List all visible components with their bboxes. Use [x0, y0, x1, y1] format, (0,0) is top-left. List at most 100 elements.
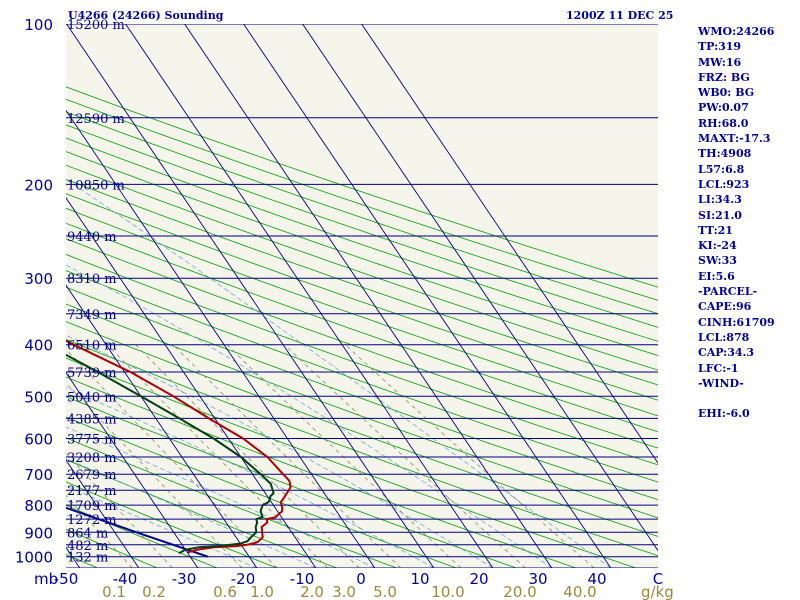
- temperature-unit-label: C: [653, 570, 663, 588]
- temperature-tick-label: -30: [172, 570, 197, 588]
- dry-adiabat: [66, 207, 658, 417]
- mixing-ratio-tick-label: 0.2: [142, 583, 166, 600]
- height-level-label: 3775 m: [67, 433, 117, 448]
- sounding-index-line: LFC:-1: [698, 361, 739, 375]
- temperature-tick-label: 40: [587, 570, 606, 588]
- mixing-ratio-line: [345, 344, 595, 568]
- sounding-index-line: CINH:61709: [698, 315, 775, 329]
- isotherm-line: [66, 459, 140, 568]
- dry-adiabat: [66, 238, 658, 449]
- sounding-index-line: SI:21.0: [698, 208, 742, 222]
- temperature-tick-label: 20: [469, 570, 488, 588]
- sounding-index-line: PW:0.07: [698, 101, 749, 115]
- dry-adiabat: [66, 253, 658, 466]
- height-level-label: 4385 m: [67, 412, 117, 427]
- sounding-index-line: -WIND-: [698, 376, 744, 390]
- dry-adiabat: [66, 193, 658, 401]
- sounding-index-line: WB0: BG: [698, 86, 755, 100]
- isotherm-line: [66, 24, 435, 568]
- height-level-label: 482 m: [67, 539, 108, 554]
- dry-adiabat: [66, 286, 658, 501]
- isotherm-line: [66, 197, 317, 568]
- dewpoint-line: [66, 353, 275, 555]
- sounding-index-line: CAP:34.3: [698, 346, 755, 360]
- sounding-index-line: MAXT:-17.3: [698, 132, 771, 146]
- mixing-ratio-line: [135, 344, 360, 568]
- sounding-index-line: MW:16: [698, 55, 742, 69]
- mixing-ratio-tick-label: 3.0: [332, 583, 356, 600]
- pressure-tick-label: 200: [24, 176, 53, 194]
- height-level-label: 15200 m: [67, 18, 125, 33]
- sounding-index-line: LCL:878: [698, 330, 750, 344]
- isotherm-line: [302, 24, 658, 552]
- sounding-index-line: TT:21: [698, 223, 733, 237]
- height-level-label: 864 m: [67, 526, 108, 541]
- sounding-index-line: WMO:24266: [698, 25, 775, 38]
- isotherm-line: [361, 24, 658, 464]
- temperature-tick-label: 30: [528, 570, 547, 588]
- mixing-ratio-line: [66, 452, 173, 568]
- isobar-layer: [66, 24, 658, 568]
- pressure-tick-label: 500: [24, 388, 53, 406]
- height-level-label: 1709 m: [67, 499, 117, 514]
- dry-adiabat: [66, 504, 218, 568]
- isotherm-line: [0, 24, 21, 568]
- height-level-label: 2679 m: [67, 468, 117, 483]
- dry-adiabat: [66, 111, 658, 315]
- dry-adiabat: [66, 528, 158, 568]
- height-level-label: 3208 m: [67, 451, 117, 466]
- pressure-tick-label: 900: [24, 524, 53, 542]
- mixing-ratio-line: [66, 494, 133, 568]
- pressure-tick-label: 1000: [15, 549, 53, 567]
- dry-adiabat: [66, 437, 397, 568]
- dry-adiabat: [66, 98, 658, 301]
- dry-adiabat: [66, 222, 658, 433]
- mixing-ratio-tick-label: 20.0: [503, 583, 536, 600]
- sounding-index-line: TP:319: [698, 40, 742, 54]
- mixing-ratio-line: [66, 382, 243, 568]
- mixing-ratio-tick-label: 0.6: [213, 583, 237, 600]
- sounding-indices-panel: WMO:24266 TP:319 MW:16 FRZ: BG WB0: BG PW:0.0…: [698, 24, 798, 422]
- dry-adiabat: [66, 178, 658, 386]
- parcel-path-line: [66, 506, 209, 558]
- moist-adiabat: [66, 264, 553, 568]
- pressure-tick-label: 800: [24, 497, 53, 515]
- dry-adiabat: [66, 303, 658, 519]
- sounding-index-line: [698, 391, 798, 406]
- sounding-index-line: FRZ: BG: [698, 70, 750, 84]
- sounding-index-line: LCL:923: [698, 177, 750, 191]
- height-level-label: 5040 m: [67, 390, 117, 405]
- sounding-index-line: EHI:-6.0: [698, 407, 750, 421]
- sounding-index-line: RH:68.0: [698, 116, 749, 130]
- isotherm-line: [243, 24, 612, 568]
- height-level-label: 8310 m: [67, 272, 117, 287]
- mixing-ratio-line: [172, 344, 402, 568]
- height-level-label: 10850 m: [67, 178, 125, 193]
- pressure-axis-label: mb: [34, 570, 58, 588]
- sounding-index-line: L57:6.8: [698, 162, 745, 176]
- dry-adiabat: [66, 416, 457, 568]
- mixing-ratio-tick-label: 5.0: [373, 583, 397, 600]
- mixing-ratio-line: [226, 344, 462, 568]
- moist-adiabat: [66, 334, 494, 568]
- temperature-tick-label: -50: [54, 570, 79, 588]
- pressure-tick-label: 700: [24, 466, 53, 484]
- isotherm-line: [66, 371, 199, 568]
- title-right: 1200Z 11 DEC 25: [566, 9, 673, 22]
- isotherm-line: [66, 109, 376, 568]
- height-level-label: 9440 m: [67, 230, 117, 245]
- height-level-label: 12590 m: [67, 112, 125, 127]
- dry-adiabat: [66, 459, 337, 568]
- height-level-label: 7349 m: [67, 308, 117, 323]
- dry-adiabat: [66, 357, 636, 568]
- sounding-index-line: SW:33: [698, 254, 737, 268]
- moist-adiabat: [66, 179, 612, 568]
- height-level-label: 6510 m: [67, 339, 117, 354]
- mixing-ratio-tick-label: 2.0: [300, 583, 324, 600]
- temperature-tick-label: 10: [410, 570, 429, 588]
- mixing-ratio-tick-label: 40.0: [563, 583, 596, 600]
- isotherm-line: [66, 284, 258, 568]
- height-level-label: 132 m: [67, 551, 108, 566]
